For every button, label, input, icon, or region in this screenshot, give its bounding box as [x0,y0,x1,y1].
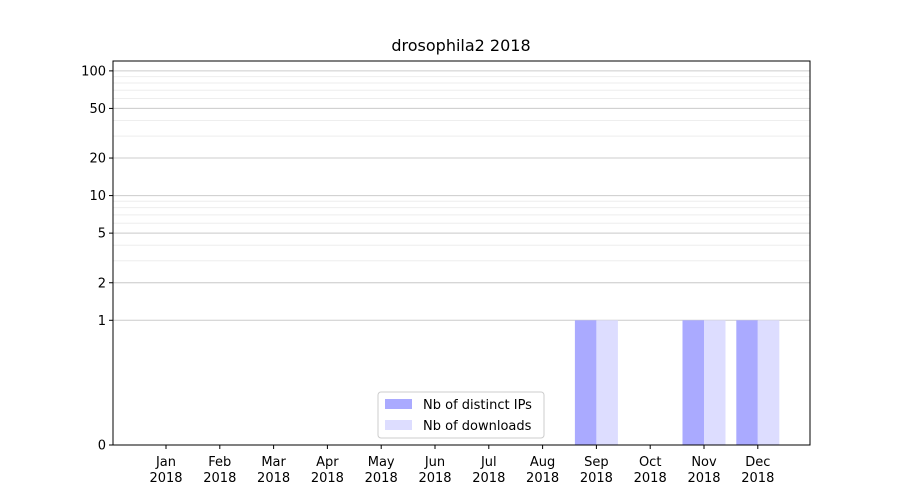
x-tick-label: Sep 2018 [580,455,613,486]
y-axis: 0 1 2 5 10 20 50 100 [81,64,113,454]
bar-distinct-ips [736,320,758,445]
y-tick-label: 1 [98,314,106,329]
chart-title: drosophila2 2018 [391,36,530,55]
y-tick-label: 50 [89,102,106,117]
x-tick-label: Jul 2018 [472,455,505,486]
x-tick-label: Mar 2018 [257,455,290,486]
legend: Nb of distinct IPs Nb of downloads [377,391,545,439]
x-tick-label: Nov 2018 [687,455,720,486]
y-tick-label: 100 [81,64,106,79]
x-tick-label: Oct 2018 [634,455,667,486]
legend-label: Nb of distinct IPs [423,398,532,413]
bar-distinct-ips [682,320,704,445]
grid-lines [113,70,810,321]
bars-group [574,320,780,445]
x-tick-label: Apr 2018 [311,455,344,486]
y-tick-label: 20 [89,152,106,167]
x-tick-label: Aug 2018 [526,455,559,486]
y-tick-label: 2 [98,276,106,291]
bar-downloads [596,320,618,445]
bar-downloads [704,320,726,445]
x-tick-label: Dec 2018 [741,455,774,486]
x-tick-label: Feb 2018 [203,455,236,486]
y-tick-label: 5 [98,227,106,242]
bar-downloads [757,320,780,445]
y-tick-label: 0 [98,439,106,454]
legend-swatch [385,420,412,430]
legend-swatch [385,399,412,409]
legend-label: Nb of downloads [423,419,532,434]
x-tick-label: May 2018 [365,455,398,486]
plot-frame [112,60,811,446]
x-tick-label: Jun 2018 [418,455,451,486]
x-tick-label: Jan 2018 [149,455,182,486]
legend-box [377,391,545,439]
x-axis: Jan 2018 Feb 2018 Mar 2018 Apr 2018 May 2018 Jun 20… [149,445,774,486]
y-tick-label: 10 [89,189,106,204]
bar-distinct-ips [574,320,597,445]
